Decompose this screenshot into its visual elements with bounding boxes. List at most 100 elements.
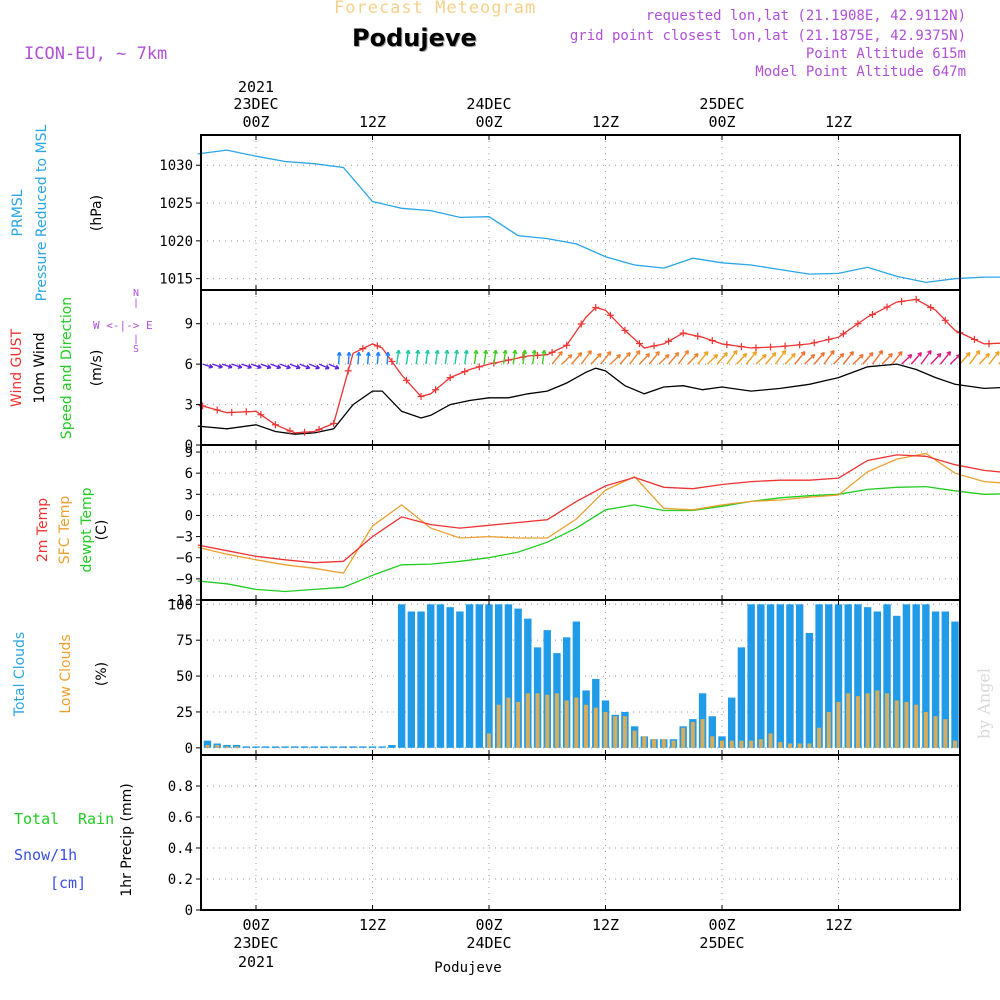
location-title: Podujeve: [352, 24, 477, 52]
wind-arrow-head: [567, 353, 573, 359]
total-cloud-bar: [795, 604, 804, 748]
wind-arrow: [270, 363, 281, 369]
total-cloud-bar: [310, 746, 318, 748]
wind-arrow: [464, 350, 468, 365]
total-cloud-bar: [291, 746, 299, 748]
gust-marker: [767, 343, 775, 351]
wind-arrow: [366, 352, 370, 365]
gust-marker: [242, 408, 250, 416]
total-cloud-bar: [912, 604, 920, 748]
wind-arrow: [687, 353, 699, 365]
gust-marker: [854, 320, 862, 328]
wind-arrow-head: [596, 352, 602, 358]
gust-marker: [475, 363, 483, 371]
gust-marker: [432, 386, 440, 394]
wind-arrow: [648, 351, 660, 365]
wind-arrow: [357, 352, 360, 365]
wind-arrow-head: [995, 350, 1000, 356]
wind-arrow: [444, 350, 449, 365]
panel-frame-precip: [200, 754, 961, 911]
low-cloud-bar: [622, 716, 627, 748]
wind-arrow: [706, 354, 718, 365]
low-cloud-bar: [554, 693, 559, 748]
total-cloud-bar: [242, 746, 250, 748]
total-cloud-bar: [397, 604, 406, 748]
total-cloud-bar: [834, 604, 843, 748]
gust-marker: [898, 297, 906, 305]
wind-arrow: [212, 363, 223, 368]
gust-marker: [504, 356, 512, 364]
total-cloud-bar: [737, 647, 746, 748]
panel-frame-temp: [200, 444, 961, 601]
wind-arrow: [619, 352, 631, 365]
total-cloud-bar: [223, 744, 231, 748]
total-cloud-bar: [368, 746, 377, 748]
gust-marker: [344, 367, 352, 375]
low-cloud-bar: [574, 697, 579, 748]
panel-frame-wind: [200, 289, 961, 446]
y-tick-label: 1015: [159, 272, 193, 288]
total-cloud-bar: [572, 621, 581, 748]
total-cloud-bar: [427, 604, 435, 748]
wind-arrow-head: [286, 364, 291, 370]
total-cloud-bar: [825, 604, 833, 748]
gust-marker: [694, 332, 702, 340]
wind-arrow: [823, 350, 835, 365]
gust-marker: [388, 357, 396, 365]
wind-arrow-head: [742, 352, 748, 358]
wind-arrow: [347, 352, 350, 365]
low-cloud-bar: [525, 693, 530, 748]
low-cloud-bar: [836, 701, 841, 748]
wind-arrow: [473, 350, 478, 365]
low-cloud-bar: [564, 700, 569, 748]
wind-arrow: [804, 354, 816, 365]
gust-marker: [796, 341, 804, 349]
total-cloud-bar: [456, 611, 464, 748]
wind-arrow-head: [531, 349, 537, 355]
wind-arrow: [638, 353, 650, 365]
wind-arrow: [677, 350, 689, 365]
total-cloud-bar: [708, 716, 716, 748]
wind-arrow: [716, 352, 728, 365]
total-cloud-bar: [339, 746, 348, 748]
wind-arrow: [842, 351, 854, 365]
gust-marker: [548, 348, 556, 356]
y-tick-label: 0: [185, 741, 193, 757]
wind-arrow-head: [587, 349, 592, 355]
wind-arrow: [202, 363, 213, 368]
gust-marker: [839, 330, 847, 338]
wind-arrow: [794, 351, 806, 365]
low-cloud-bar: [661, 739, 666, 748]
wind-arrow-head: [693, 352, 699, 358]
wind-arrow: [833, 353, 845, 365]
wind-arrow-head: [917, 351, 922, 357]
wind-arrow: [949, 354, 961, 365]
gust-marker: [213, 406, 221, 414]
wind-arrow-head: [985, 352, 990, 358]
low-cloud-bar: [758, 739, 763, 748]
gust-marker: [868, 310, 876, 318]
y-tick-label: 0: [185, 508, 193, 524]
y-tick-label: 50: [176, 669, 193, 685]
total-cloud-bar: [883, 604, 891, 748]
dewpt-line: [197, 485, 1000, 593]
wind-arrow: [434, 350, 439, 365]
wind-arrow-head: [761, 353, 767, 359]
wind-arrow: [260, 363, 272, 369]
bottom-hour-label: 12Z: [825, 916, 852, 934]
wind-arrow-head: [936, 352, 942, 358]
wind-arrow: [396, 350, 400, 365]
gust-marker: [228, 408, 236, 416]
wind-arrow-head: [424, 349, 430, 355]
bottom-hour-label: 00Z: [242, 916, 269, 934]
gust-marker: [825, 335, 833, 343]
gust-line: [197, 298, 1000, 434]
low-cloud-bar: [516, 701, 521, 748]
y-tick-label: 0.8: [168, 779, 193, 795]
low-cloud-bar: [933, 716, 938, 748]
y-tick-label: 75: [176, 633, 193, 649]
wind-arrow-head: [839, 352, 845, 358]
wind-arrow: [891, 351, 903, 365]
wind-arrow-head: [295, 364, 301, 370]
wind-arrow-head: [473, 349, 479, 355]
